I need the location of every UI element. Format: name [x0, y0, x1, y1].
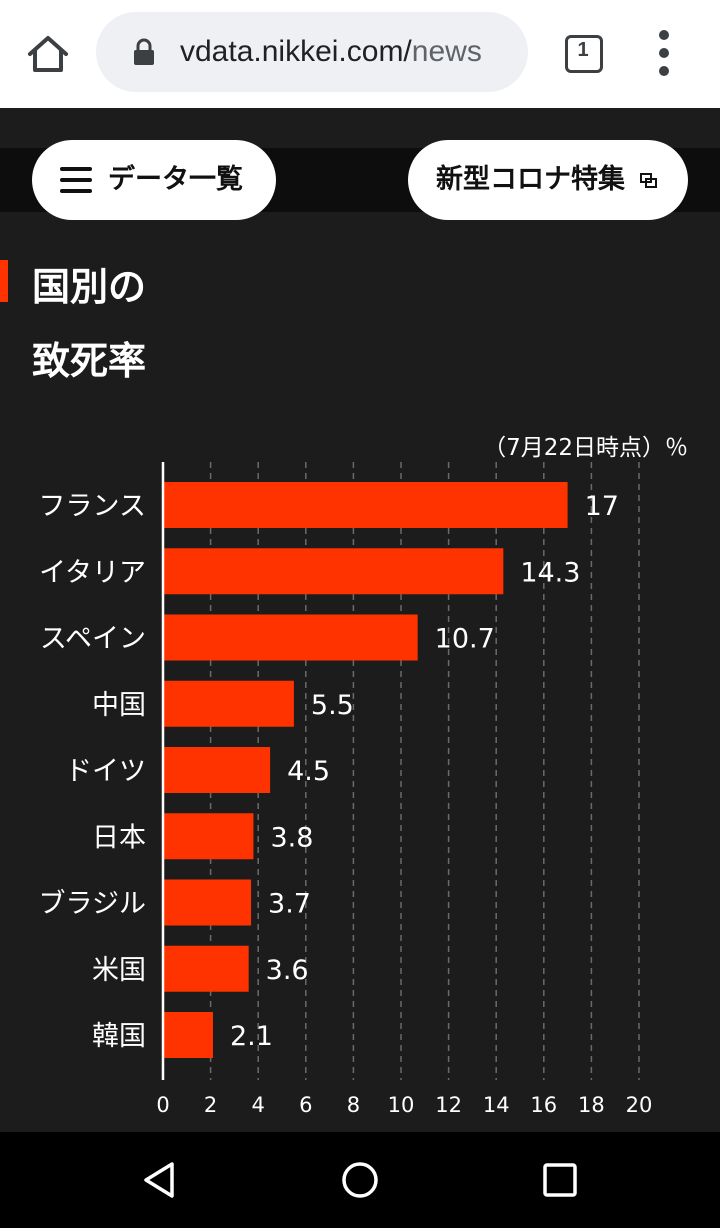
home-nav-icon[interactable] — [340, 1160, 380, 1200]
more-options-icon[interactable] — [650, 30, 678, 76]
category-label: ブラジル — [39, 889, 146, 920]
title-accent-bar — [0, 260, 8, 302]
system-nav-bar — [0, 1132, 720, 1228]
bar — [163, 680, 294, 727]
category-label: 日本 — [92, 822, 146, 853]
category-label: 米国 — [92, 955, 146, 986]
hamburger-icon — [60, 167, 92, 193]
value-label: 5.5 — [311, 690, 354, 721]
url-host: vdata.nikkei.com/ — [180, 35, 412, 68]
tick-label: 16 — [530, 1093, 557, 1117]
bar — [163, 614, 418, 661]
value-label: 2.1 — [230, 1021, 273, 1052]
category-label: 中国 — [92, 690, 146, 721]
tick-label: 18 — [578, 1093, 605, 1117]
external-link-icon — [640, 173, 657, 188]
value-label: 3.6 — [266, 955, 309, 986]
value-label: 3.8 — [270, 822, 313, 853]
value-label: 17 — [585, 491, 619, 522]
recents-icon[interactable] — [540, 1160, 580, 1200]
section-title: 国別の 致死率 — [32, 250, 332, 398]
tick-label: 12 — [435, 1093, 462, 1117]
category-label: 韓国 — [92, 1021, 146, 1052]
data-list-button[interactable]: データ一覧 — [32, 140, 276, 220]
data-list-label: データ一覧 — [108, 164, 243, 195]
bar — [163, 482, 568, 528]
tick-label: 10 — [388, 1093, 415, 1117]
url-text: vdata.nikkei.com/news — [180, 34, 482, 70]
tick-label: 0 — [156, 1093, 169, 1117]
tick-label: 14 — [483, 1093, 510, 1117]
corona-special-button[interactable]: 新型コロナ特集 — [408, 140, 688, 220]
value-label: 14.3 — [520, 557, 580, 588]
category-label: スペイン — [40, 624, 146, 655]
address-bar[interactable]: vdata.nikkei.com/news — [96, 12, 528, 92]
value-label: 4.5 — [287, 756, 330, 787]
tick-label: 8 — [347, 1093, 360, 1117]
category-label: ドイツ — [65, 756, 146, 787]
bar — [163, 747, 271, 793]
tick-label: 2 — [204, 1093, 217, 1117]
category-label: フランス — [39, 491, 146, 522]
tab-switcher-icon — [565, 35, 603, 73]
tab-switcher-button[interactable]: 1 — [563, 33, 603, 73]
browser-toolbar: vdata.nikkei.com/news 1 — [0, 0, 720, 108]
bar — [163, 945, 249, 992]
category-label: イタリア — [39, 557, 146, 588]
tick-label: 6 — [299, 1093, 312, 1117]
corona-special-label: 新型コロナ特集 — [436, 164, 625, 195]
bar — [163, 1012, 213, 1058]
section-title-line-1: 国別の — [32, 265, 147, 309]
tab-count: 1 — [577, 39, 589, 61]
url-path: news — [411, 35, 482, 68]
bar — [163, 548, 504, 595]
back-icon[interactable] — [140, 1160, 180, 1200]
bar-chart: 17 フランス 14.3 イタリア 10.7 スペイン 5.5 中国 4.5 ドイツ 3.8 日本 3.… — [39, 462, 653, 1117]
tick-label: 20 — [626, 1093, 653, 1117]
home-icon[interactable] — [24, 30, 72, 78]
lock-icon — [132, 38, 156, 66]
bar — [163, 879, 252, 926]
tick-label: 4 — [252, 1093, 265, 1117]
section-title-line-2: 致死率 — [32, 339, 147, 383]
value-label: 10.7 — [435, 624, 495, 655]
value-label: 3.7 — [268, 889, 311, 920]
bar — [163, 813, 254, 860]
chart-date-note: （7月22日時点）％ — [483, 435, 688, 461]
